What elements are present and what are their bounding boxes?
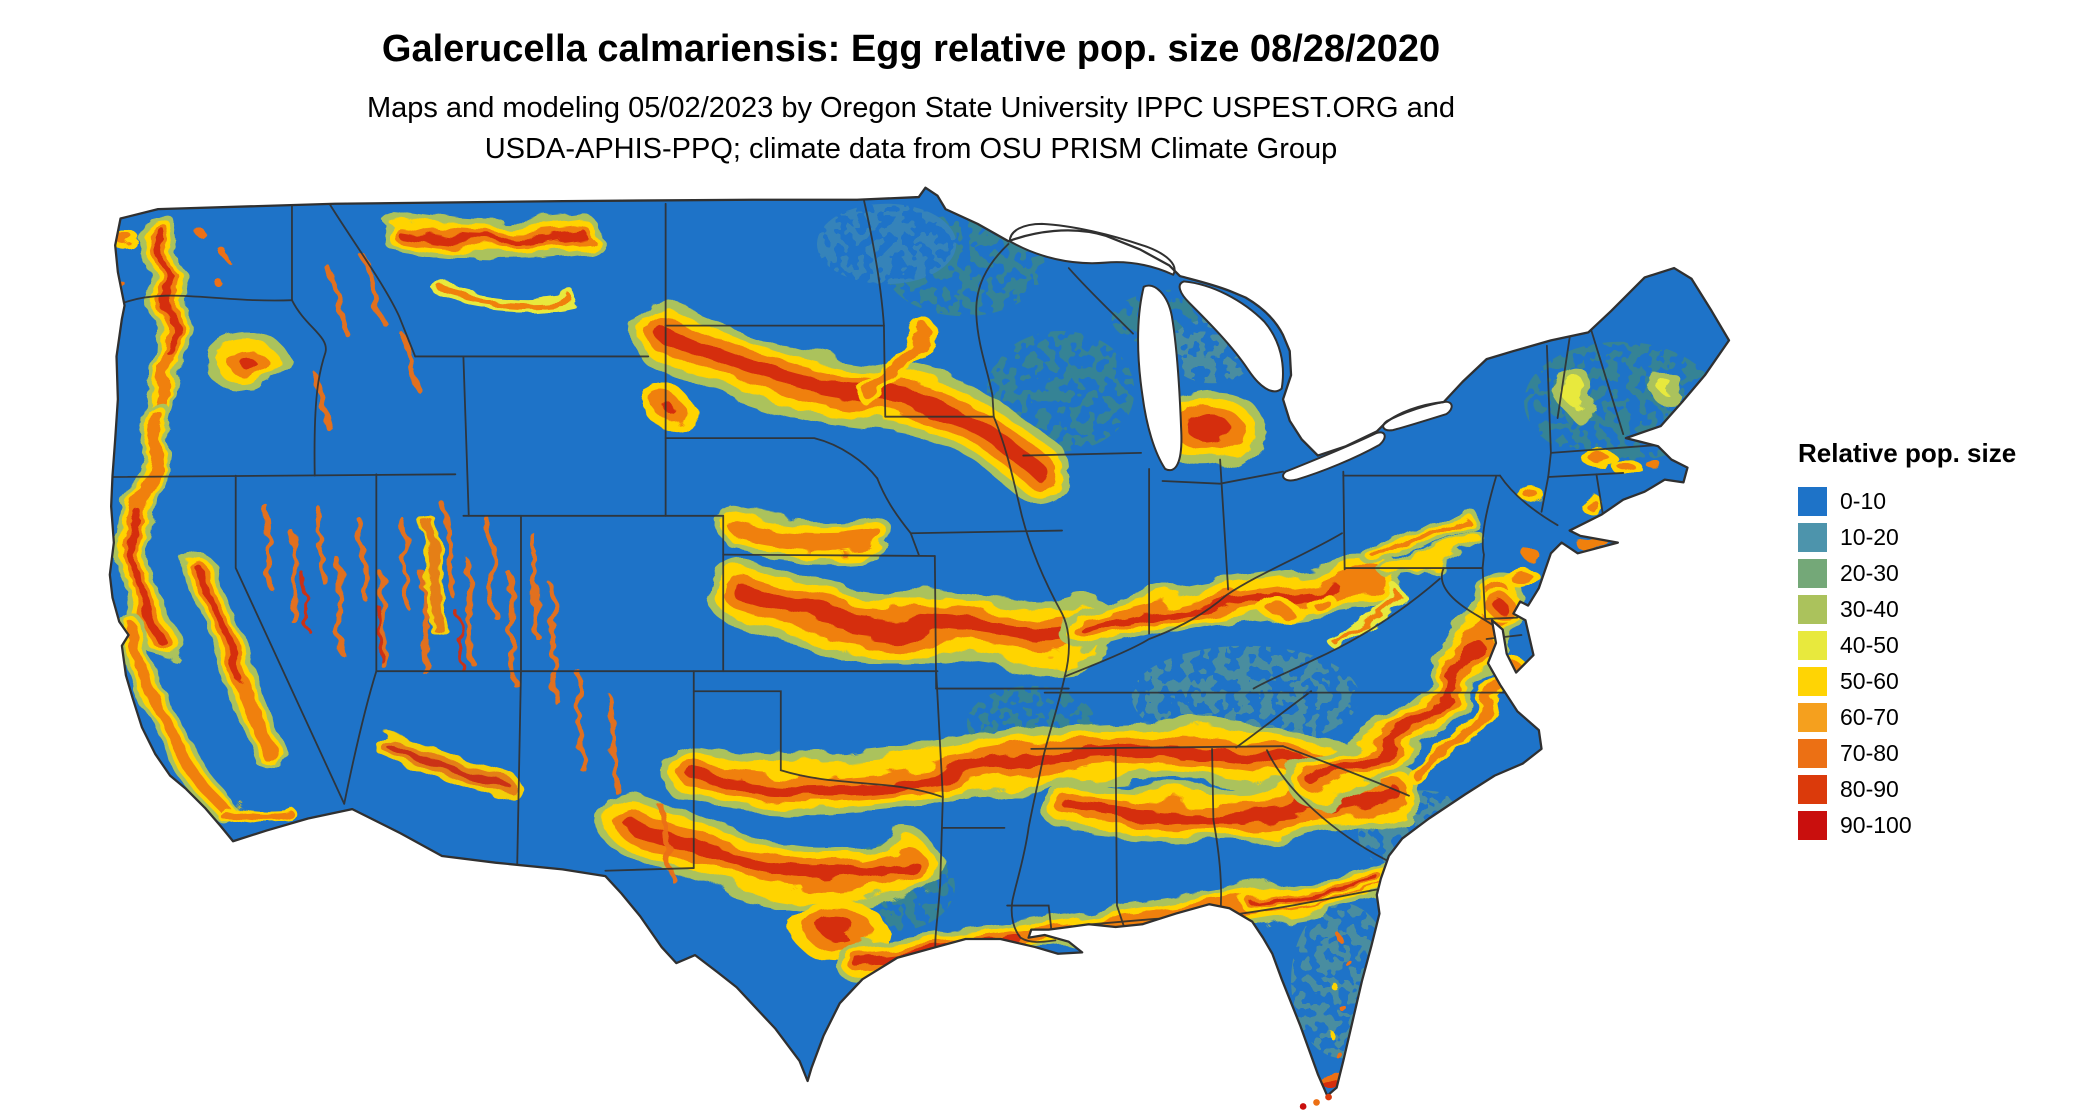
- legend: Relative pop. size 0-10 10-20 20-30 30-4…: [1798, 438, 2016, 847]
- legend-swatch: [1798, 559, 1827, 588]
- legend-row: 50-60: [1798, 667, 2016, 696]
- legend-row: 70-80: [1798, 739, 2016, 768]
- legend-row: 20-30: [1798, 559, 2016, 588]
- legend-title: Relative pop. size: [1798, 438, 2017, 468]
- legend-row: 80-90: [1798, 775, 2016, 804]
- legend-swatch: [1798, 775, 1827, 804]
- subtitle-line-1: Maps and modeling 05/02/2023 by Oregon S…: [366, 92, 1456, 124]
- legend-row: 0-10: [1798, 487, 2016, 516]
- legend-label: 20-30: [1840, 560, 1899, 586]
- subtitle-line-2: USDA-APHIS-PPQ; climate data from OSU PR…: [484, 133, 1338, 165]
- legend-swatch: [1798, 595, 1827, 624]
- great-basin-speckle-ridges: [262, 251, 678, 885]
- legend-swatch: [1798, 631, 1827, 660]
- lake-superior: [1008, 222, 1176, 276]
- lake-huron: [1178, 280, 1284, 393]
- legend-label: 50-60: [1840, 668, 1899, 694]
- legend-swatch: [1798, 739, 1827, 768]
- legend-label: 0-10: [1840, 488, 1887, 514]
- legend-row: 10-20: [1798, 523, 2016, 552]
- florida-keys: [1299, 1093, 1332, 1110]
- legend-label: 40-50: [1840, 632, 1899, 658]
- legend-swatch: [1798, 487, 1827, 516]
- state-borders: [111, 198, 1662, 958]
- legend-label: 60-70: [1840, 704, 1899, 730]
- legend-label: 10-20: [1840, 524, 1899, 550]
- map-subtitle: Maps and modeling 05/02/2023 by Oregon S…: [367, 88, 1455, 170]
- us-outline: [108, 186, 1731, 1097]
- legend-label: 80-90: [1840, 776, 1899, 802]
- legend-swatch: [1798, 523, 1827, 552]
- legend-row: 60-70: [1798, 703, 2016, 732]
- legend-row: 40-50: [1798, 631, 2016, 660]
- legend-swatch: [1798, 667, 1827, 696]
- legend-label: 30-40: [1840, 596, 1899, 622]
- lake-michigan: [1137, 284, 1183, 472]
- map-title: Galerucella calmariensis: Egg relative p…: [381, 28, 1441, 70]
- legend-swatch: [1798, 811, 1827, 840]
- legend-label: 90-100: [1840, 812, 1912, 838]
- legend-label: 70-80: [1840, 740, 1899, 766]
- legend-row: 90-100: [1798, 811, 2016, 840]
- legend-row: 30-40: [1798, 595, 2016, 624]
- legend-swatch: [1798, 703, 1827, 732]
